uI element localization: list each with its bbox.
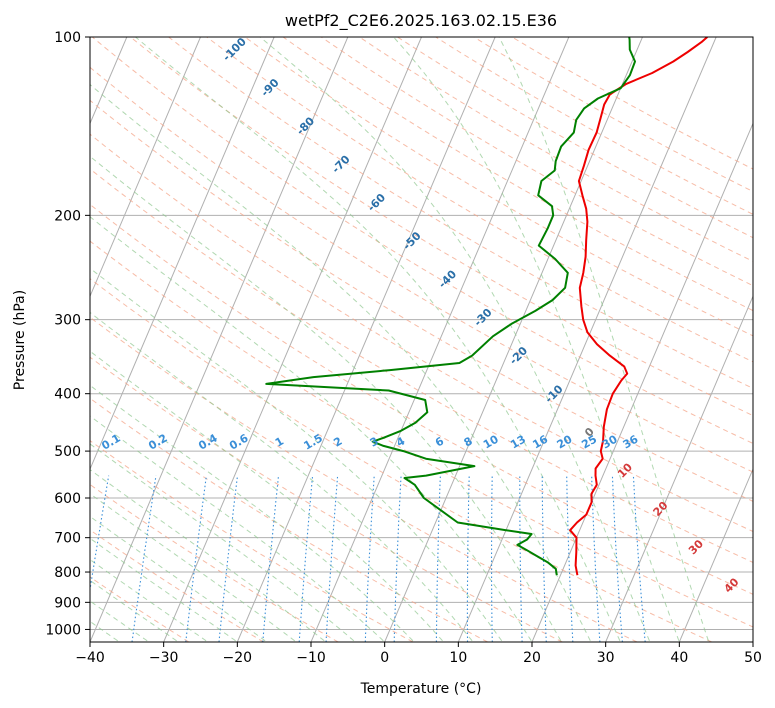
plot-frame xyxy=(89,36,754,643)
x-tick-label: −10 xyxy=(296,650,326,666)
mixing-ratio-line xyxy=(90,475,110,594)
dry-adiabat-line xyxy=(90,133,753,533)
plot-background xyxy=(90,37,753,642)
x-tick-label: 10 xyxy=(449,650,467,666)
dry-adiabat-line xyxy=(90,278,712,642)
temperature-trace xyxy=(569,37,708,576)
dry-adiabat-line xyxy=(320,37,753,287)
moist-adiabat-line xyxy=(90,558,207,642)
y-tick-label: 400 xyxy=(54,387,81,403)
isotherm-line xyxy=(163,37,422,642)
dry-adiabat-line xyxy=(130,37,753,417)
x-tick-label: 20 xyxy=(523,650,541,666)
dry-adiabat-line xyxy=(90,240,753,628)
moist-adiabat-line xyxy=(135,37,621,642)
moist-adiabat-line xyxy=(90,384,414,642)
dry-adiabat-line xyxy=(90,66,753,473)
y-tick-label: 600 xyxy=(54,491,81,507)
moist-adiabat-line xyxy=(90,415,384,642)
x-tick-label: −30 xyxy=(149,650,179,666)
x-axis-label: Temperature (°C) xyxy=(360,681,482,697)
isotherm-line xyxy=(384,37,643,642)
dry-adiabat-line xyxy=(206,37,753,363)
dry-adiabat-line xyxy=(168,37,753,389)
moist-adiabat-line xyxy=(90,493,296,642)
moist-adiabat-line xyxy=(90,83,591,642)
isotherm-line xyxy=(236,37,496,642)
isotherm-line xyxy=(605,295,753,642)
moist-adiabat-line xyxy=(90,468,325,642)
dry-adiabat-line xyxy=(90,99,753,502)
moist-adiabat-line xyxy=(90,311,473,642)
isotherm-line xyxy=(678,467,753,642)
dry-adiabat-line xyxy=(90,483,339,642)
moist-adiabat-line xyxy=(90,155,562,642)
isotherm-line xyxy=(457,37,717,642)
x-tick-label: 40 xyxy=(670,650,688,666)
x-tick-label: −40 xyxy=(75,650,105,666)
isotherm-line xyxy=(90,37,275,471)
x-tick-label: 50 xyxy=(744,650,762,666)
moist-adiabat-line xyxy=(90,515,266,642)
isotherm-line xyxy=(90,37,201,298)
moist-adiabat-line xyxy=(90,443,355,642)
mixing-ratio-line xyxy=(131,475,157,642)
moist-adiabat-line xyxy=(393,37,680,641)
y-tick-label: 800 xyxy=(54,565,81,581)
y-tick-label: 500 xyxy=(54,444,81,460)
y-tick-label: 100 xyxy=(54,30,81,46)
y-tick-label: 200 xyxy=(54,208,81,224)
isotherm-line xyxy=(90,37,349,642)
dry-adiabat-line xyxy=(91,37,753,444)
dewpoint-trace xyxy=(265,37,636,576)
moist-adiabat-line xyxy=(498,37,709,641)
x-tick-label: 30 xyxy=(597,650,615,666)
dry-adiabat-line xyxy=(90,440,414,642)
chart-title: wetPf2_C2E6.2025.163.02.15.E36 xyxy=(285,11,557,31)
y-tick-label: 1000 xyxy=(45,622,81,638)
y-tick-label: 900 xyxy=(54,595,81,611)
y-tick-label: 700 xyxy=(54,531,81,547)
axes-layer: −40 −30 −20 −10 0 10 20 30 40 50 100 200 300 400 500 60… xyxy=(45,30,762,666)
y-tick-label: 300 xyxy=(54,313,81,329)
sounding-layer xyxy=(265,37,708,576)
dry-adiabat-line xyxy=(282,37,753,312)
moist-adiabat-line xyxy=(259,37,650,641)
x-tick-label: −20 xyxy=(223,650,253,666)
background-lines-layer xyxy=(90,37,753,642)
moist-adiabat-line xyxy=(90,537,236,642)
dry-adiabat-line xyxy=(435,37,753,215)
y-axis-label: Pressure (hPa) xyxy=(12,290,28,390)
x-tick-label: 0 xyxy=(380,650,389,666)
